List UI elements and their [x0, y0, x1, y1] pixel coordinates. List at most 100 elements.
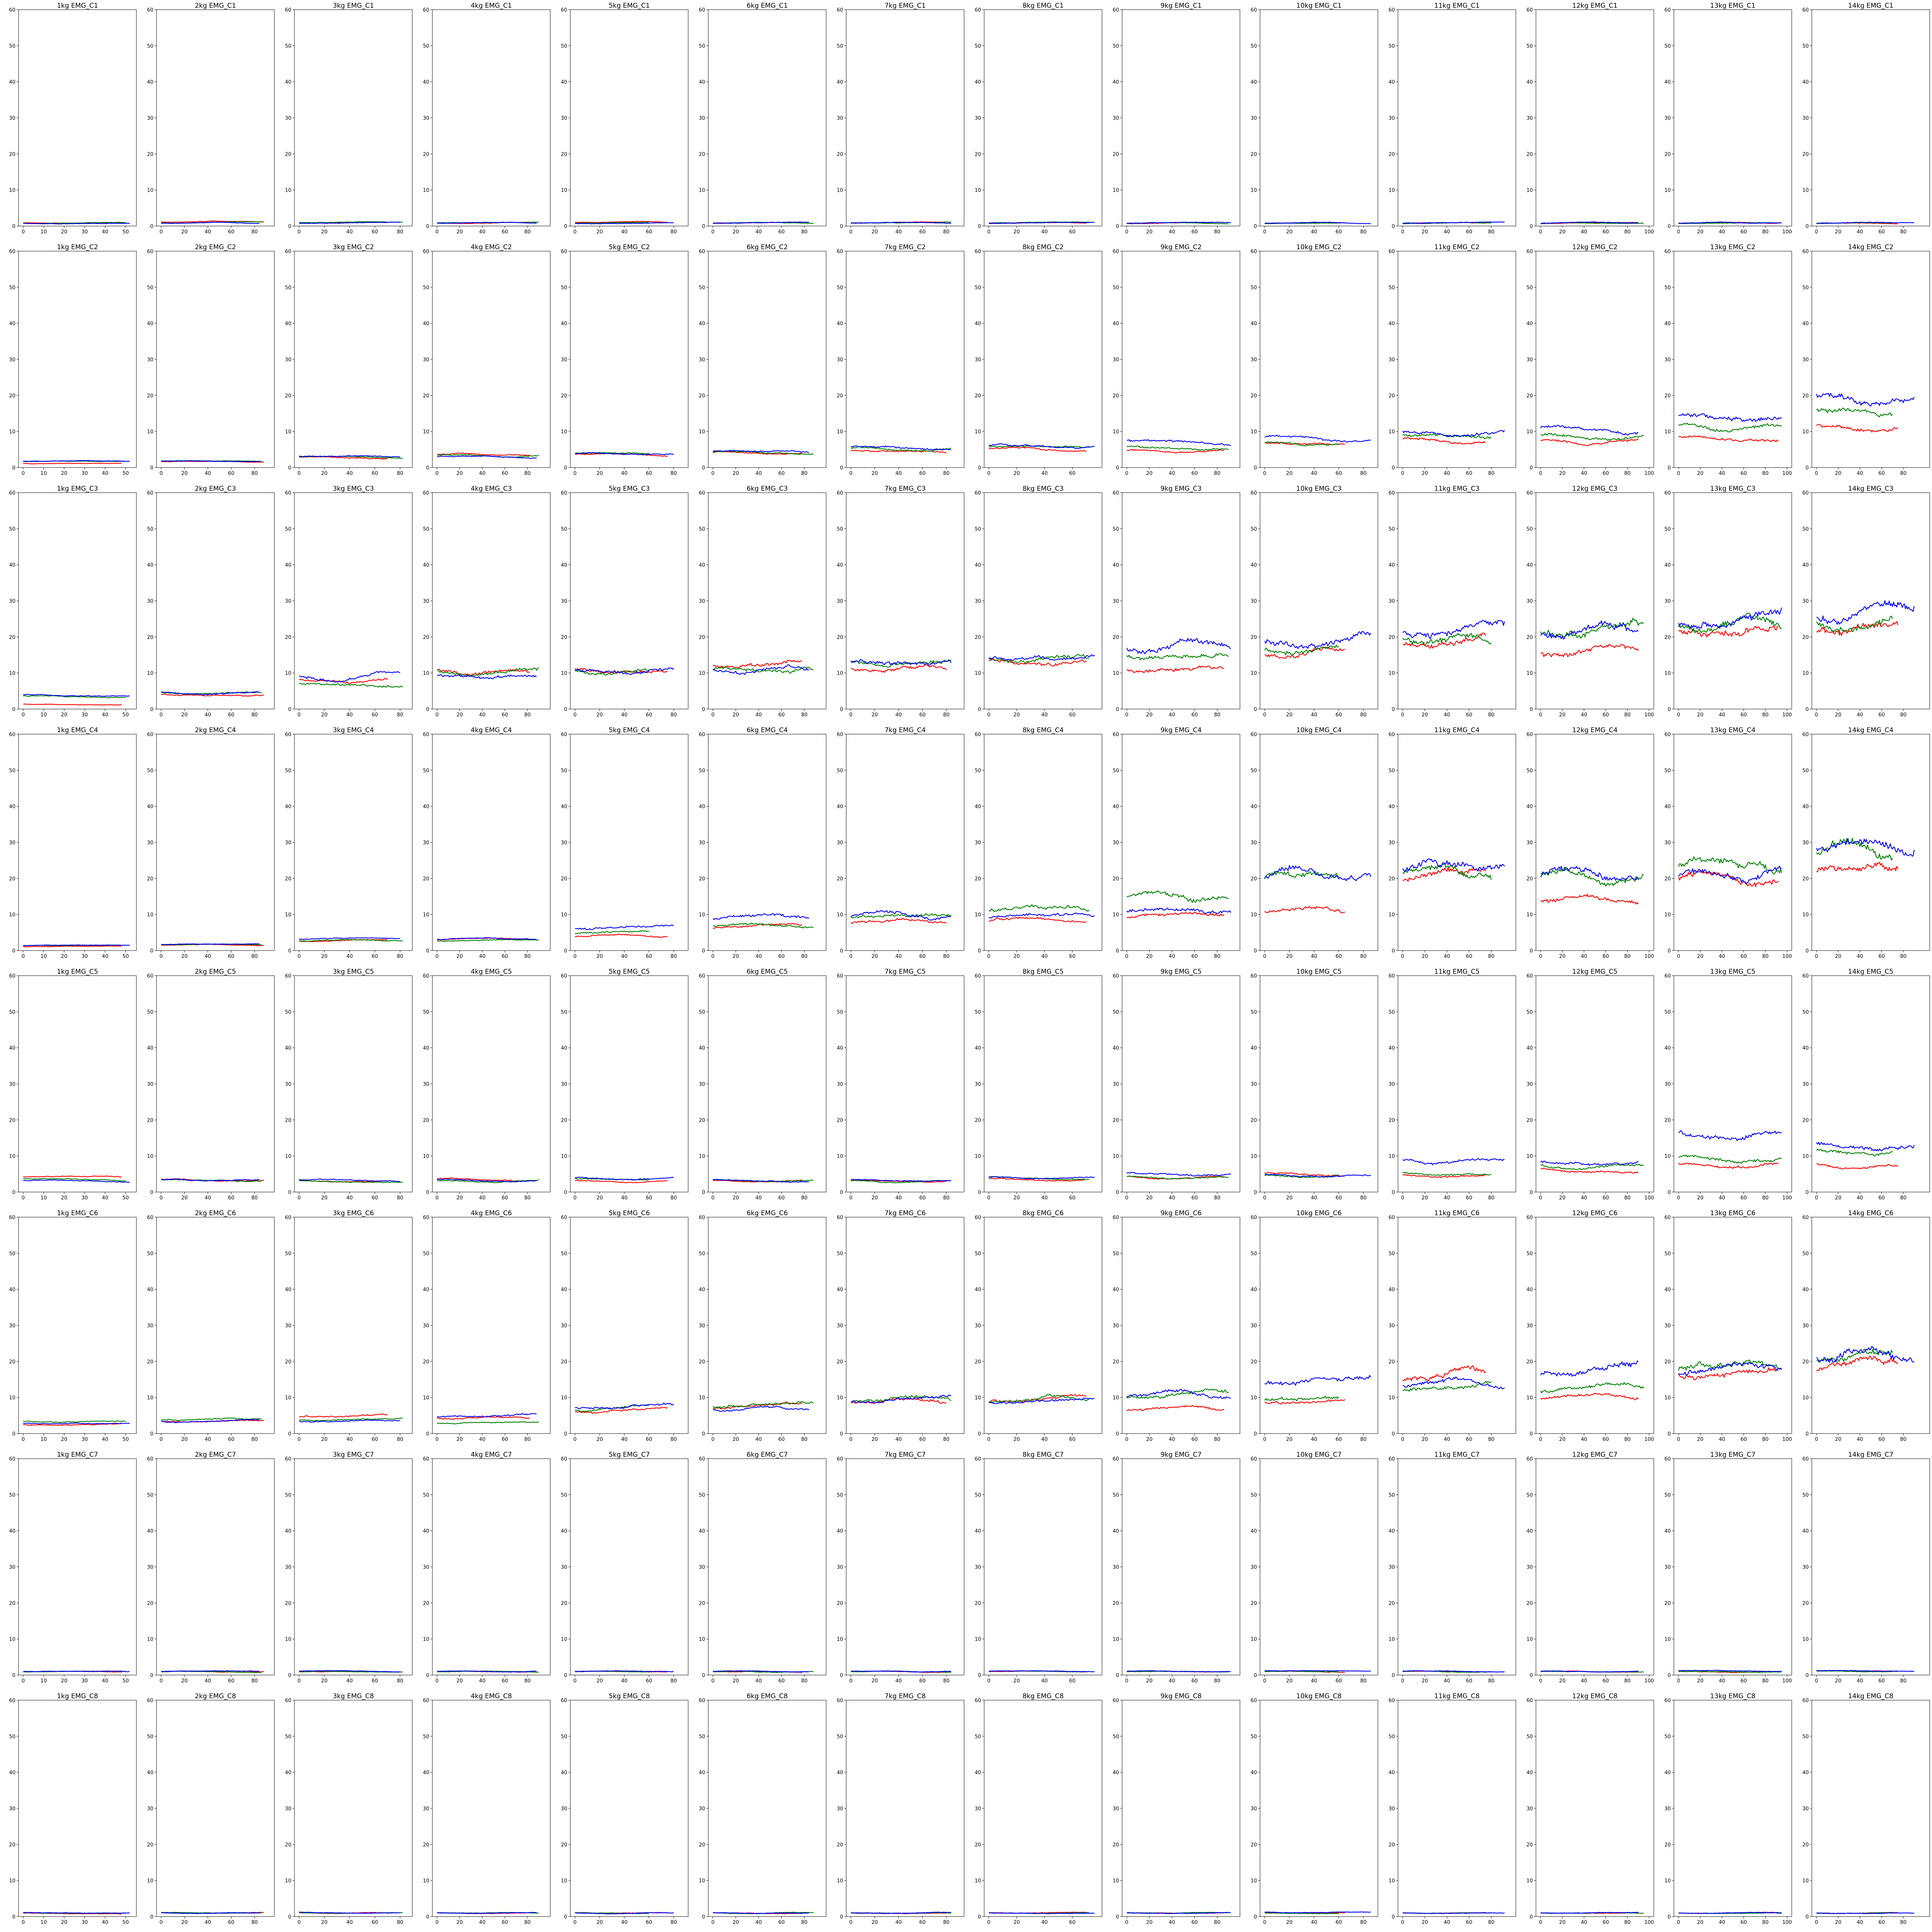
series-green: [1264, 1912, 1339, 1914]
x-tick-label: 0: [22, 1195, 25, 1201]
series-red: [299, 1413, 388, 1418]
x-tick-label: 20: [597, 1678, 603, 1684]
series-red: [1540, 644, 1639, 657]
panel-title: 5kg EMG_C8: [609, 1692, 650, 1700]
panel-frame: [1536, 1700, 1654, 1917]
series-red: [1402, 633, 1486, 649]
y-tick-label: 30: [1526, 1323, 1533, 1329]
panel-frame: [570, 734, 689, 951]
panel-frame: [1673, 1217, 1792, 1434]
series-red: [850, 918, 947, 924]
y-tick-label: 20: [285, 1359, 291, 1365]
y-tick-label: 0: [564, 1190, 567, 1196]
series-green: [713, 666, 814, 674]
y-tick-label: 60: [1388, 249, 1395, 255]
y-tick-label: 0: [978, 707, 981, 713]
y-tick-label: 20: [1112, 1359, 1119, 1365]
y-tick-label: 60: [837, 973, 843, 979]
y-tick-label: 40: [699, 1770, 705, 1776]
x-tick-label: 40: [895, 1437, 902, 1442]
series-green: [1264, 645, 1339, 656]
x-tick-label: 80: [1488, 471, 1495, 476]
x-tick-label: 80: [1624, 1920, 1631, 1925]
y-tick-label: 60: [423, 7, 429, 13]
x-tick-label: 60: [228, 1437, 235, 1442]
x-tick-label: 0: [1263, 712, 1266, 718]
y-tick-label: 40: [1802, 1770, 1809, 1776]
y-tick-label: 40: [1388, 804, 1395, 810]
x-tick-label: 80: [1214, 954, 1221, 959]
y-tick-label: 20: [837, 1600, 843, 1606]
y-tick-label: 20: [285, 1117, 291, 1123]
x-tick-label: 20: [1835, 1678, 1842, 1684]
y-tick-label: 30: [147, 116, 153, 121]
x-tick-label: 60: [1191, 1437, 1198, 1442]
series-blue: [299, 671, 400, 683]
y-tick-label: 30: [699, 1082, 705, 1087]
x-tick-label: 10: [41, 1195, 47, 1201]
y-tick-label: 50: [9, 1251, 15, 1257]
series-red: [1816, 424, 1898, 433]
series-blue: [1678, 221, 1782, 224]
panel-frame: [1811, 492, 1930, 709]
x-tick-label: 40: [895, 712, 902, 718]
y-tick-label: 10: [561, 1878, 567, 1884]
x-tick-label: 80: [524, 954, 531, 959]
x-tick-label: 20: [1422, 712, 1428, 718]
y-tick-label: 40: [1802, 563, 1809, 568]
series-blue: [1126, 439, 1231, 446]
x-tick-label: 20: [1835, 471, 1842, 476]
x-tick-label: 40: [205, 1437, 211, 1442]
series-red: [1402, 437, 1486, 445]
series-red: [23, 945, 122, 947]
series-blue: [23, 944, 130, 946]
y-tick-label: 30: [1802, 1806, 1809, 1812]
y-tick-label: 50: [423, 526, 429, 532]
y-tick-label: 50: [1526, 43, 1533, 49]
y-tick-label: 40: [1388, 321, 1395, 327]
x-tick-label: 60: [502, 471, 508, 476]
y-tick-label: 20: [561, 876, 567, 882]
y-tick-label: 50: [9, 1009, 15, 1015]
x-tick-label: 80: [397, 1437, 403, 1442]
x-tick-label: 40: [205, 1678, 211, 1684]
y-tick-label: 60: [837, 732, 843, 738]
y-tick-label: 20: [1250, 876, 1257, 882]
x-tick-label: 80: [1214, 1437, 1221, 1442]
x-tick-label: 20: [1014, 954, 1020, 959]
x-tick-label: 60: [646, 1678, 652, 1684]
series-green: [299, 683, 403, 688]
x-tick-label: 0: [1677, 229, 1680, 235]
panel-title: 8kg EMG_C4: [1022, 726, 1064, 734]
x-tick-label: 40: [1581, 1920, 1587, 1925]
y-tick-label: 0: [1392, 1673, 1395, 1679]
y-tick-label: 0: [1668, 1673, 1671, 1679]
panel-title: 4kg EMG_C3: [471, 485, 512, 493]
series-red: [1126, 1405, 1225, 1411]
x-tick-label: 20: [733, 712, 739, 718]
panel-frame: [432, 9, 551, 226]
x-tick-label: 40: [755, 471, 762, 476]
x-tick-label: 20: [1835, 712, 1842, 718]
x-tick-label: 60: [1335, 471, 1342, 476]
series-blue: [713, 664, 809, 675]
panel-title: 2kg EMG_C2: [195, 243, 236, 251]
series-red: [713, 660, 802, 668]
x-tick-label: 80: [397, 229, 403, 235]
y-tick-label: 40: [1664, 80, 1671, 85]
panel-title: 4kg EMG_C2: [471, 243, 512, 251]
y-tick-label: 10: [1388, 1395, 1395, 1401]
panel-frame: [156, 1700, 275, 1917]
y-tick-label: 50: [1250, 1492, 1257, 1498]
y-tick-label: 30: [561, 1565, 567, 1570]
y-tick-label: 20: [1664, 1842, 1671, 1848]
x-tick-label: 40: [1311, 1678, 1317, 1684]
x-tick-label: 20: [181, 471, 188, 476]
y-tick-label: 10: [1664, 1154, 1671, 1160]
y-tick-label: 0: [1254, 224, 1257, 230]
